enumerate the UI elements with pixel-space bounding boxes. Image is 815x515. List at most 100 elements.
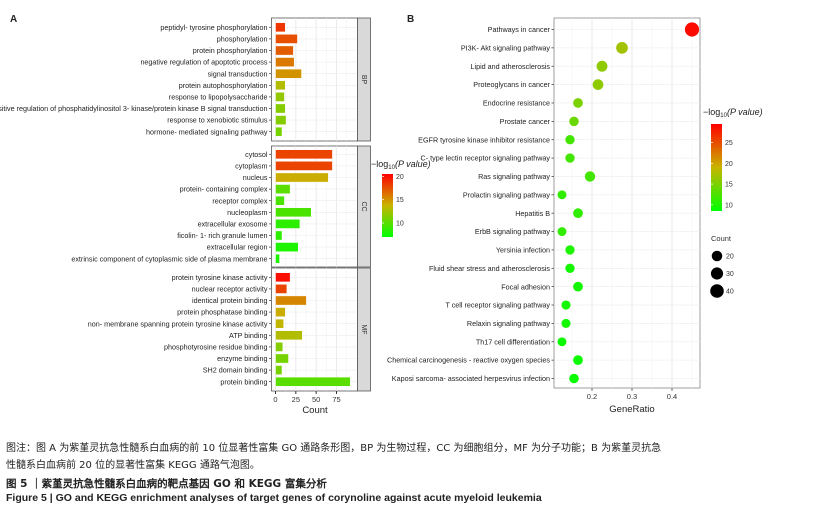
y-tick-label: Focal adhesion [501, 282, 550, 291]
x-tick-label: 0.3 [627, 392, 637, 401]
y-tick-label: T cell receptor signaling pathway [445, 301, 550, 310]
colorbar-tick-label: 10 [725, 202, 733, 209]
x-tick-label: 0.2 [587, 392, 597, 401]
bar-bp-1 [275, 22, 286, 33]
colorbar-tick-label: 10 [396, 221, 404, 228]
bar-mf-8 [275, 353, 289, 364]
y-tick-label: response to xenobiotic stimulus [167, 116, 268, 125]
x-tick-label: 25 [292, 395, 300, 404]
y-tick-label: Endocrine resistance [483, 99, 550, 108]
y-tick-label: non- membrane spanning protein tyrosine … [88, 319, 268, 328]
bubble-4 [592, 79, 604, 90]
y-tick-label: Pathways in cancer [488, 25, 551, 34]
bubble-6 [569, 116, 579, 127]
bar-cc-2 [275, 161, 333, 171]
y-tick-label: Prolactin signaling pathway [463, 190, 551, 199]
figure-note-line-2: 性髓系白血病前 20 位的显著性富集 KEGG 通路气泡图。 [6, 460, 260, 471]
y-tick-label: receptor complex [212, 196, 268, 205]
bubble-18 [557, 337, 567, 347]
colorbar [711, 124, 722, 211]
bar-bp-3 [275, 45, 294, 56]
y-tick-label: ErbB signaling pathway [475, 227, 551, 236]
bubble-1 [684, 22, 700, 37]
y-tick-label: Prostate cancer [500, 117, 551, 126]
bar-cc-6 [275, 207, 312, 218]
y-tick-label: signal transduction [208, 69, 268, 78]
colorbar-tick-label: 15 [725, 182, 733, 189]
y-tick-label: protein phosphatase binding [177, 308, 267, 317]
bubble-16 [561, 300, 571, 310]
figure-note-line-1: 图注：图 A 为紫堇灵抗急性髓系白血病的前 10 位显著性富集 GO 通路条形图… [6, 443, 662, 454]
y-tick-label: protein phosphorylation [193, 46, 268, 55]
bubble-19 [573, 355, 583, 366]
size-legend-title: Count [711, 234, 732, 243]
y-tick-label: protein tyrosine kinase activity [172, 273, 268, 282]
bar-mf-5 [275, 318, 284, 329]
y-tick-label: positive regulation of phosphatidylinosi… [0, 104, 268, 113]
bubble-11 [573, 208, 583, 219]
size-legend-label: 30 [726, 271, 734, 278]
y-tick-label: extracellular region [207, 243, 268, 252]
bubble-9 [584, 171, 596, 182]
color-legend-a: −log10(P value) 10 15 20 [371, 159, 431, 237]
y-tick-label: phosphotyrosine residue binding [164, 343, 268, 352]
y-tick-label: negative regulation of apoptotic process [140, 58, 267, 67]
facet-strip [357, 145, 371, 268]
size-legend-dot [710, 267, 724, 280]
bar-cc-1 [275, 149, 333, 160]
size-legend-label: 20 [726, 254, 734, 261]
y-tick-label: protein autophosphorylation [179, 81, 268, 90]
y-tick-label: Kaposi sarcoma- associated herpesvirus i… [392, 374, 550, 383]
bar-cc-8 [275, 230, 283, 241]
y-tick-label: identical protein binding [192, 296, 268, 305]
color-legend-title: −log10(P value) [371, 159, 431, 171]
y-tick-label: nucleoplasm [227, 208, 267, 217]
figure-title-cn: 图 5 ｜紫堇灵抗急性髓系白血病的靶点基因 GO 和 KEGG 富集分析 [6, 478, 327, 490]
colorbar-tick-label: 25 [725, 140, 733, 147]
y-tick-label: Lipid and atherosclerosis [470, 62, 550, 71]
bubble-20 [569, 373, 579, 384]
colorbar-tick-label: 20 [725, 161, 733, 168]
bar-mf-2 [275, 284, 288, 294]
y-tick-label: EGFR tyrosine kinase inhibitor resistanc… [418, 135, 550, 144]
bar-cc-7 [275, 219, 301, 229]
y-tick-label: ATP binding [229, 331, 268, 340]
facet-strip-label: BP [360, 75, 367, 85]
bubble-13 [565, 245, 575, 255]
y-tick-label: phosphorylation [217, 35, 268, 44]
y-tick-label: C- type lectin receptor signaling pathwa… [421, 154, 551, 163]
y-tick-label: Relaxin signaling pathway [467, 319, 551, 328]
color-legend-b: −log10(P value) 10 15 20 25 [703, 107, 763, 211]
y-tick-label: ficolin- 1- rich granule lumen [177, 231, 267, 240]
bar-bp-4 [275, 57, 295, 67]
figure-title-en: Figure 5 | GO and KEGG enrichment analys… [6, 492, 542, 504]
y-tick-label: Hepatitis B [515, 209, 550, 218]
bar-bp-2 [275, 34, 298, 44]
bar-cc-5 [275, 195, 285, 206]
y-tick-label: peptidyl- tyrosine phosphorylation [160, 23, 267, 32]
bubble-14 [565, 263, 575, 273]
bar-mf-6 [275, 330, 303, 341]
bar-mf-7 [275, 342, 284, 352]
bubble-17 [561, 318, 571, 328]
bubble-12 [557, 227, 567, 236]
x-tick-label: 0.4 [667, 392, 677, 401]
bubble-7 [565, 135, 575, 145]
bar-mf-3 [275, 295, 307, 306]
bubble-5 [573, 98, 583, 108]
bubble-15 [573, 281, 583, 292]
y-tick-label: Chemical carcinogenesis - reactive oxyge… [387, 356, 550, 365]
facet-strip [357, 267, 371, 392]
y-tick-label: nuclear receptor activity [192, 285, 268, 294]
facet-strip-label: CC [360, 201, 367, 211]
bar-mf-9 [275, 365, 283, 375]
panel-b-label: B [407, 14, 414, 25]
y-tick-label: extrinsic component of cytoplasmic side … [71, 254, 267, 263]
y-tick-label: hormone- mediated signaling pathway [146, 127, 268, 136]
facet-cc: cytosol cytoplasm nucleus protein- containi… [71, 145, 371, 268]
y-tick-label: PI3K- Akt signaling pathway [461, 43, 551, 52]
y-tick-label: Yersinia infection [496, 246, 550, 255]
panel-b-kegg-bubblechart: B Pathways in cancer PI3K- Akt signaling p… [387, 14, 763, 415]
y-tick-label: enzyme binding [217, 354, 267, 363]
